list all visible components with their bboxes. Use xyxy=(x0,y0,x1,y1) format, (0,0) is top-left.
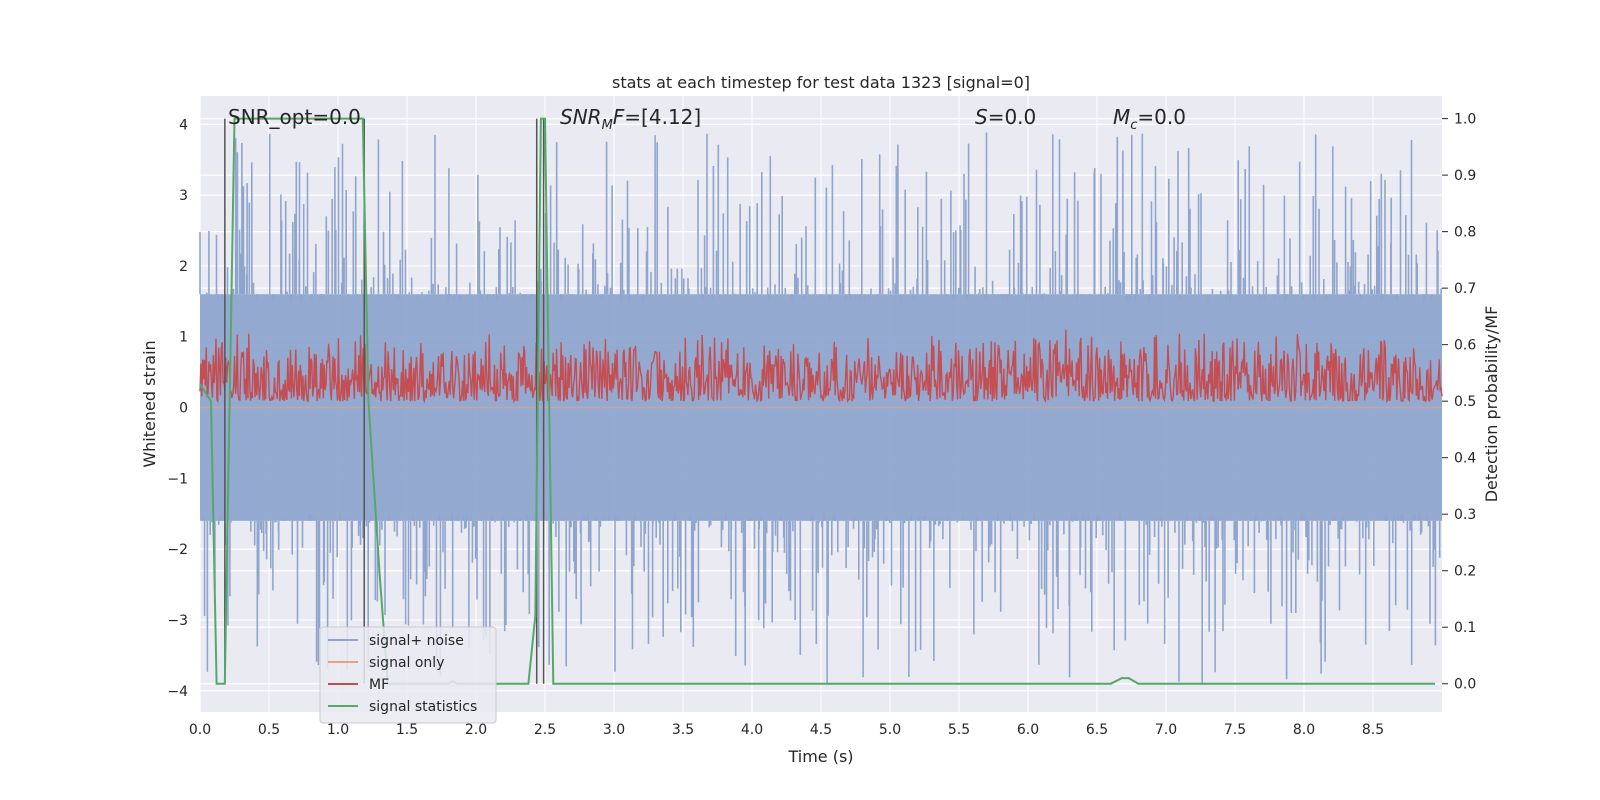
legend-label-signal-noise: signal+ noise xyxy=(369,633,464,649)
y-right-tick-label: 0.7 xyxy=(1454,281,1476,297)
x-tick-label: 4.0 xyxy=(741,722,763,738)
y-left-tick-label: 1 xyxy=(179,330,188,346)
legend-label-signal-only: signal only xyxy=(369,655,444,671)
y-left-tick-label: 3 xyxy=(179,188,188,204)
x-tick-label: 3.5 xyxy=(672,722,694,738)
y-right-tick-label: 0.0 xyxy=(1454,677,1476,693)
x-tick-label: 6.0 xyxy=(1017,722,1039,738)
y-left-tick-label: −4 xyxy=(167,684,188,700)
x-tick-label: 5.5 xyxy=(948,722,970,738)
legend-label-mf: MF xyxy=(369,677,389,693)
y-right-tick-label: 0.3 xyxy=(1454,507,1476,523)
annotation-mc: Mc=0.0 xyxy=(1113,105,1186,133)
y-right-tick-label: 0.4 xyxy=(1454,451,1476,467)
annotation-snr-opt: SNR_opt=0.0 xyxy=(228,105,361,129)
x-tick-label: 1.0 xyxy=(327,722,349,738)
y-right-tick-label: 0.6 xyxy=(1454,338,1476,354)
legend-box xyxy=(319,626,497,724)
x-tick-label: 7.5 xyxy=(1224,722,1246,738)
legend-label-signal-statistics: signal statistics xyxy=(369,699,477,715)
y-left-tick-label: 0 xyxy=(179,401,188,417)
y-left-tick-label: −2 xyxy=(167,542,188,558)
y-left-axis-label: Whitened strain xyxy=(140,340,159,467)
x-tick-label: 1.5 xyxy=(396,722,418,738)
x-tick-label: 0.5 xyxy=(258,722,280,738)
x-tick-label: 8.5 xyxy=(1362,722,1384,738)
y-right-tick-label: 0.1 xyxy=(1454,620,1476,636)
y-right-tick-labels: 0.0 0.1 0.2 0.3 0.4 0.5 0.6 0.7 0.8 0.9 1.0 xyxy=(1442,112,1476,693)
x-axis-label: Time (s) xyxy=(787,747,853,766)
y-left-tick-label: 4 xyxy=(179,117,188,133)
x-tick-label: 5.0 xyxy=(879,722,901,738)
x-tick-label: 3.0 xyxy=(603,722,625,738)
y-right-tick-label: 0.2 xyxy=(1454,564,1476,580)
x-tick-label: 8.0 xyxy=(1293,722,1315,738)
x-tick-label: 2.0 xyxy=(465,722,487,738)
y-right-tick-label: 1.0 xyxy=(1454,112,1476,128)
x-tick-label: 2.5 xyxy=(534,722,556,738)
legend: signal+ noise signal only MF signal stat… xyxy=(319,626,497,724)
x-tick-label: 0.0 xyxy=(189,722,211,738)
y-right-tick-label: 0.5 xyxy=(1454,394,1476,410)
y-right-tick-label: 0.9 xyxy=(1454,168,1476,184)
mf-trace xyxy=(199,329,1443,404)
annotation-snr-mf: SNRMF=[4.12] xyxy=(560,105,701,133)
x-tick-labels: 0.0 0.5 1.0 1.5 2.0 2.5 3.0 3.5 4.0 4.5 5.0 5.5 6.0 6… xyxy=(189,722,1384,738)
y-left-tick-label: −1 xyxy=(167,471,188,487)
annotation-s: S=0.0 xyxy=(975,105,1036,129)
mf-series xyxy=(199,329,1443,404)
y-left-tick-label: 2 xyxy=(179,259,188,275)
y-right-tick-label: 0.8 xyxy=(1454,225,1476,241)
y-left-tick-label: −3 xyxy=(167,613,188,629)
x-tick-label: 7.0 xyxy=(1155,722,1177,738)
noise-spikes xyxy=(199,132,1442,684)
chart-title: stats at each timestep for test data 132… xyxy=(612,73,1030,92)
x-tick-label: 4.5 xyxy=(810,722,832,738)
y-right-axis-label: Detection probability/MF xyxy=(1482,306,1501,503)
y-left-tick-labels: −4 −3 −2 −1 0 1 2 3 4 xyxy=(167,117,188,699)
x-tick-label: 6.5 xyxy=(1086,722,1108,738)
